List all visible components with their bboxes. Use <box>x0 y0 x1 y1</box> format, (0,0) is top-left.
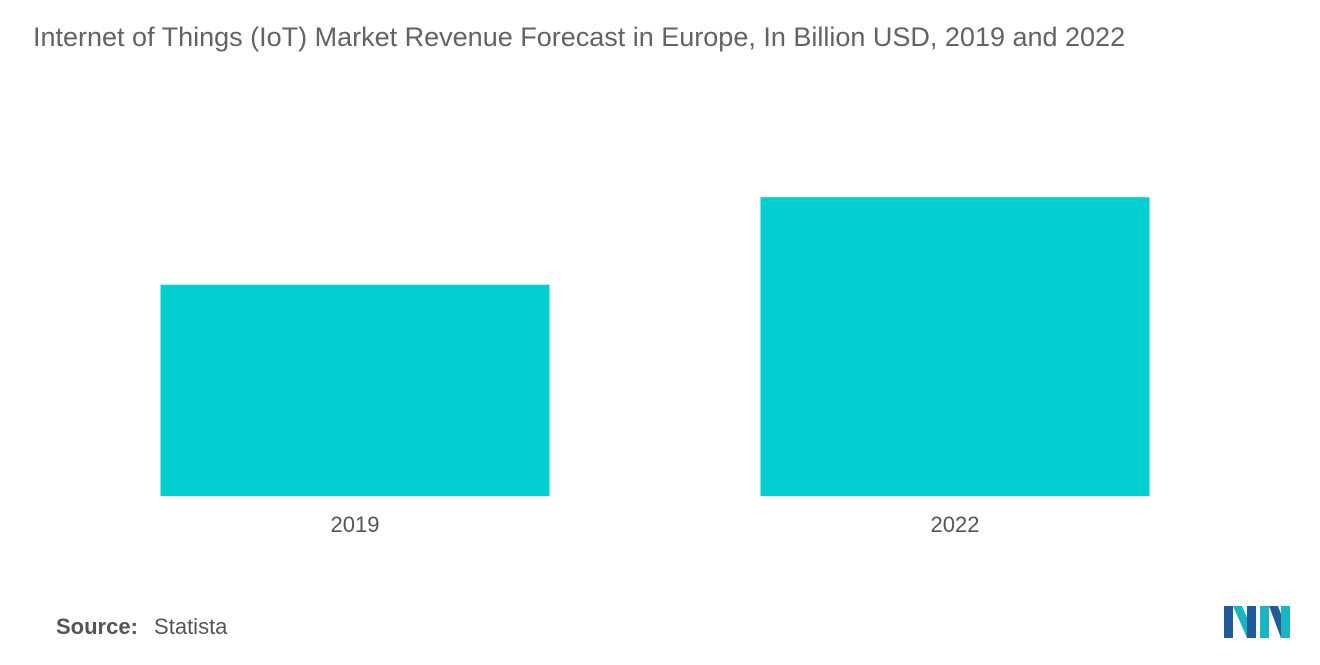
chart-title: Internet of Things (IoT) Market Revenue … <box>33 22 1126 52</box>
x-tick-label-2022: 2022 <box>931 512 980 537</box>
source-value: Statista <box>154 614 228 639</box>
bar-2022 <box>760 197 1150 496</box>
bar-2019 <box>160 284 550 496</box>
bar-chart: 2019 2022 <box>160 197 1150 537</box>
mordor-intelligence-logo <box>1224 606 1290 638</box>
x-tick-label-2019: 2019 <box>331 512 380 537</box>
source-note: Source: Statista <box>56 614 227 640</box>
source-label: Source: <box>56 614 138 639</box>
